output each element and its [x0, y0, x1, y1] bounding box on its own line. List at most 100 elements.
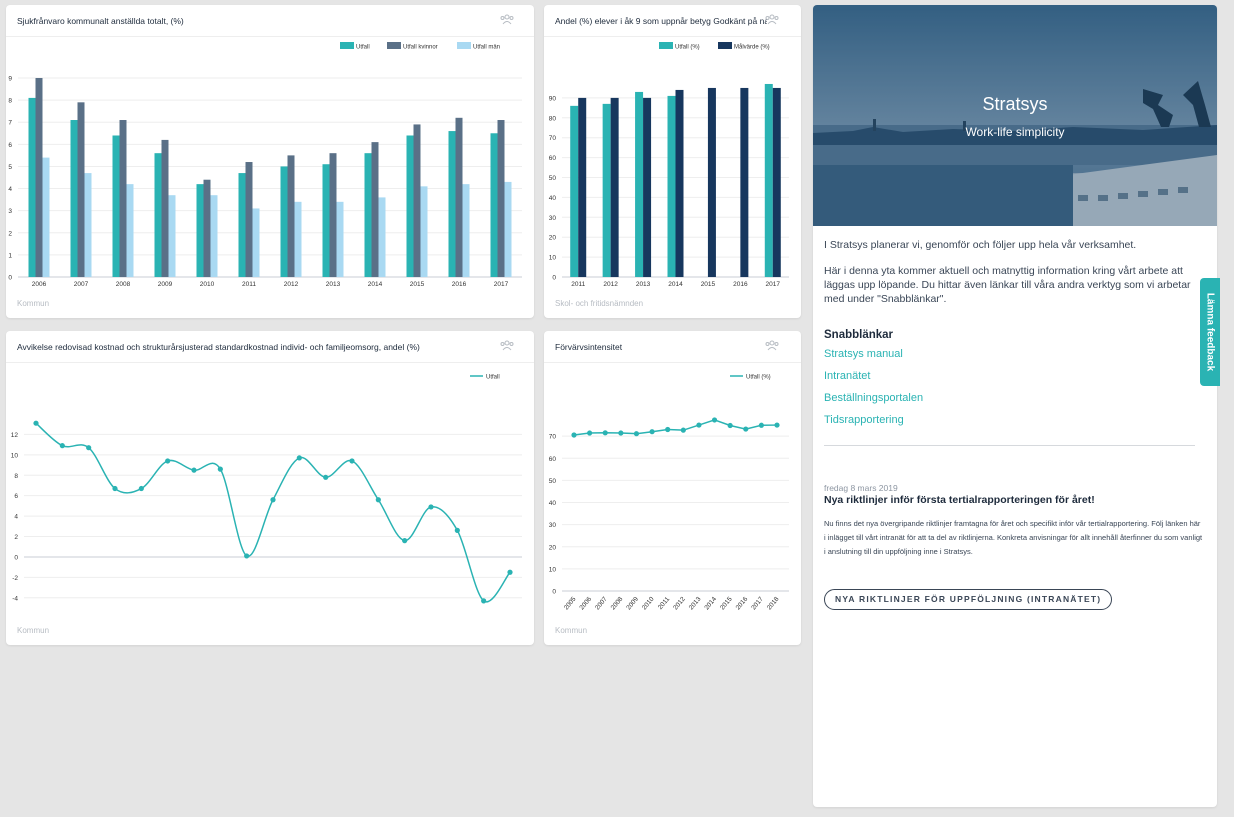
guidelines-button[interactable]: NYA RIKTLINJER FÖR UPPFÖLJNING (INTRANÄT… [824, 589, 1113, 610]
y-tick-label: 40 [549, 500, 557, 507]
data-point [112, 485, 118, 492]
x-tick-label: 2007 [594, 595, 609, 611]
y-tick-label: 10 [549, 566, 557, 573]
y-tick-label: 0 [8, 275, 12, 282]
bar [84, 173, 92, 277]
data-point [402, 538, 408, 544]
description-paragraph: Här i denna yta kommer aktuell och matny… [824, 265, 1191, 305]
data-point [481, 598, 487, 604]
x-tick-label: 2008 [116, 281, 131, 288]
data-point [270, 497, 276, 503]
news-date: fredag 8 mars 2019 [824, 483, 898, 493]
bar [448, 131, 456, 277]
card-title: Avvikelse redovisad kostnad och struktur… [17, 342, 420, 352]
x-tick-label: 2016 [733, 281, 748, 288]
x-tick-label: 2011 [242, 281, 256, 288]
people-group-icon[interactable] [765, 14, 779, 25]
hero-title: Stratsys [982, 94, 1048, 114]
data-point [454, 527, 460, 533]
quick-link-time-reporting[interactable]: Tidsrapportering [824, 414, 904, 426]
quick-link-stratsys-manual[interactable]: Stratsys manual [824, 348, 903, 360]
legend-label: Utfall [356, 45, 370, 51]
x-tick-label: 2014 [368, 281, 383, 288]
x-tick-label: 2014 [668, 281, 683, 288]
bar [42, 157, 50, 277]
x-tick-label: 2017 [766, 281, 781, 288]
bar [371, 142, 379, 277]
data-point [165, 458, 171, 464]
bar [602, 103, 611, 278]
card-title: Förvärvsintensitet [555, 342, 623, 352]
bar [420, 186, 428, 277]
y-tick-label: 40 [549, 195, 557, 202]
legend-label: Utfall män [473, 45, 500, 51]
x-tick-label: 2018 [766, 595, 781, 611]
people-group-icon[interactable] [765, 340, 779, 351]
x-tick-label: 2006 [32, 281, 47, 288]
x-tick-label: 2013 [636, 281, 651, 288]
x-tick-label: 2005 [563, 595, 578, 611]
legend-swatch [387, 42, 401, 49]
x-tick-label: 2007 [74, 281, 89, 288]
bar [364, 153, 372, 277]
bar [119, 120, 127, 277]
hero-banner: Stratsys Work-life simplicity [813, 5, 1217, 226]
card-divider [6, 362, 534, 363]
card-footer: Skol- och fritidsnämnden [555, 299, 644, 308]
divider [824, 445, 1195, 446]
y-tick-label: 90 [549, 95, 557, 102]
y-tick-label: 50 [549, 175, 557, 182]
bar [112, 135, 120, 277]
bar [28, 97, 36, 278]
card-footer: Kommun [555, 626, 588, 635]
quick-link-intranet[interactable]: Intranätet [824, 370, 871, 382]
y-tick-label: 20 [549, 544, 557, 551]
data-point [244, 553, 250, 559]
quick-link-ordering-portal[interactable]: Beställningsportalen [824, 392, 924, 404]
card-divider [6, 36, 534, 37]
y-tick-label: 6 [8, 142, 12, 149]
bar [161, 139, 169, 277]
data-point [571, 432, 577, 438]
bar [578, 97, 587, 278]
x-tick-label: 2011 [571, 281, 585, 288]
people-group-icon[interactable] [500, 340, 514, 351]
y-tick-label: 70 [549, 135, 557, 142]
x-tick-label: 2016 [452, 281, 467, 288]
feedback-tab[interactable]: Lämna feedback [1200, 278, 1220, 386]
card-footer: Kommun [17, 626, 50, 635]
y-tick-label: 70 [549, 434, 557, 441]
data-point [711, 417, 718, 423]
bar [740, 87, 749, 277]
series-line [35, 422, 511, 603]
people-group-icon[interactable] [500, 14, 514, 25]
x-tick-label: 2012 [672, 595, 687, 611]
x-tick-label: 2009 [625, 595, 640, 611]
data-point [86, 445, 92, 451]
bar [294, 201, 302, 277]
bar [378, 197, 386, 277]
data-point [602, 430, 608, 436]
data-point [59, 443, 65, 449]
bar [610, 97, 619, 278]
bar [490, 133, 498, 277]
legend-label: Utfall (%) [675, 45, 700, 51]
data-point [649, 429, 655, 435]
card-divider [544, 362, 801, 363]
x-tick-label: 2013 [326, 281, 341, 288]
y-tick-label: -2 [12, 575, 18, 582]
y-tick-label: 0 [14, 554, 18, 561]
data-point [696, 422, 702, 428]
bar [635, 91, 644, 278]
bar [675, 89, 684, 277]
intro-paragraph: I Stratsys planerar vi, genomför och föl… [824, 239, 1137, 251]
data-point [375, 497, 381, 503]
y-tick-label: 2 [8, 230, 12, 237]
x-tick-label: 2008 [610, 595, 625, 611]
legend-swatch [718, 42, 732, 49]
bar [154, 153, 162, 277]
bar [455, 117, 463, 277]
data-point [680, 427, 686, 433]
bar [35, 78, 43, 277]
y-tick-label: 4 [8, 186, 12, 193]
